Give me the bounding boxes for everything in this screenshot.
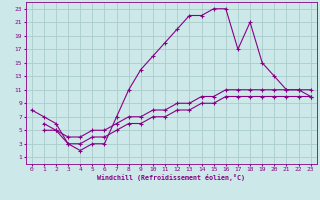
X-axis label: Windchill (Refroidissement éolien,°C): Windchill (Refroidissement éolien,°C) — [97, 174, 245, 181]
